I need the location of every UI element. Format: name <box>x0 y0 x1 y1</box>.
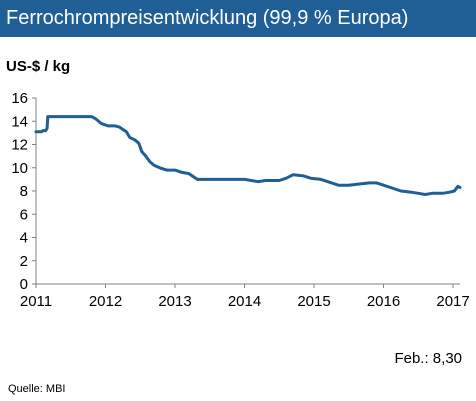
y-axis-ticks: 0 2 4 6 8 10 12 14 16 <box>11 90 36 293</box>
y-axis-label: US-$ / kg <box>6 58 71 75</box>
x-tick-label: 2016 <box>367 293 400 310</box>
x-tick-label: 2015 <box>297 293 330 310</box>
x-tick-label: 2014 <box>228 293 261 310</box>
price-series-line <box>34 115 462 196</box>
chart-title: Ferrochrompreisentwicklung (99,9 % Europ… <box>0 0 476 37</box>
x-tick-label: 2011 <box>20 293 52 310</box>
x-tick-label: 2013 <box>158 293 191 310</box>
y-tick-label: 2 <box>20 253 28 270</box>
y-tick-label: 12 <box>11 137 28 154</box>
series-group <box>34 115 462 196</box>
source-note: Quelle: MBI <box>8 383 66 395</box>
y-tick-label: 16 <box>11 90 28 107</box>
y-tick-label: 0 <box>20 276 28 293</box>
y-tick-label: 4 <box>20 230 28 247</box>
x-tick-label: 2012 <box>89 293 122 310</box>
x-tick-label: 2017 <box>436 293 469 310</box>
latest-value-note: Feb.: 8,30 <box>394 350 462 367</box>
y-tick-label: 10 <box>11 160 28 177</box>
x-axis-ticks: 2011 2012 2013 2014 2015 2016 2017 <box>20 284 470 310</box>
y-tick-label: 14 <box>11 113 28 130</box>
y-tick-label: 8 <box>20 183 28 200</box>
y-tick-label: 6 <box>20 206 28 223</box>
